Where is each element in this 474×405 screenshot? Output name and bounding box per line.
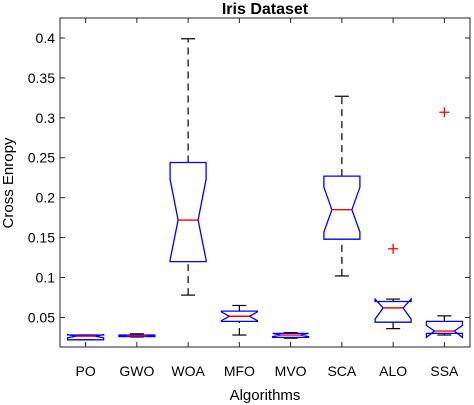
- y-tick-label: 0.3: [36, 110, 56, 126]
- chart-title: Iris Dataset: [222, 1, 309, 18]
- box-body: [271, 332, 310, 339]
- y-tick-label: 0.1: [36, 270, 56, 286]
- y-tick-label: 0.05: [28, 309, 55, 325]
- box-body: [425, 320, 464, 339]
- box-mvo: [271, 332, 310, 339]
- box-gwo: [118, 333, 156, 338]
- y-tick-label: 0.4: [36, 30, 56, 46]
- box-body: [374, 297, 412, 323]
- x-tick-label: ALO: [379, 363, 407, 379]
- y-tick-label: 0.2: [36, 190, 56, 206]
- y-tick-label: 0.15: [28, 230, 55, 246]
- box-alo: [374, 243, 412, 330]
- y-axis-label: Cross Enropy: [0, 137, 17, 228]
- x-tick-label: SSA: [430, 363, 459, 379]
- y-axis-ticks: 0.05 0.1 0.15 0.2 0.25 0.3 0.35 0.4: [28, 30, 470, 325]
- x-axis-label: Algorithms: [230, 387, 301, 404]
- box-body: [220, 310, 259, 323]
- box-body: [66, 333, 105, 341]
- box-series: [66, 38, 464, 341]
- box-woa: [169, 38, 207, 296]
- x-tick-label: MFO: [224, 363, 255, 379]
- box-po: [66, 333, 105, 341]
- x-axis-ticks: PO GWO WOA MFO MVO SCA ALO SSA: [76, 18, 459, 379]
- y-tick-label: 0.25: [28, 150, 55, 166]
- box-body: [323, 175, 361, 240]
- box-mfo: [220, 304, 259, 336]
- x-tick-label: WOA: [171, 363, 205, 379]
- box-body: [118, 334, 156, 338]
- x-tick-label: PO: [76, 363, 96, 379]
- x-tick-label: MVO: [275, 363, 307, 379]
- box-sca: [323, 95, 361, 277]
- x-tick-label: GWO: [119, 363, 154, 379]
- y-tick-label: 0.35: [28, 70, 55, 86]
- box-body: [169, 161, 207, 263]
- box-ssa: [425, 107, 464, 339]
- plot-area: [59, 17, 471, 348]
- outlier-marker: [439, 107, 450, 118]
- outlier-marker: [388, 243, 399, 254]
- x-tick-label: SCA: [327, 363, 356, 379]
